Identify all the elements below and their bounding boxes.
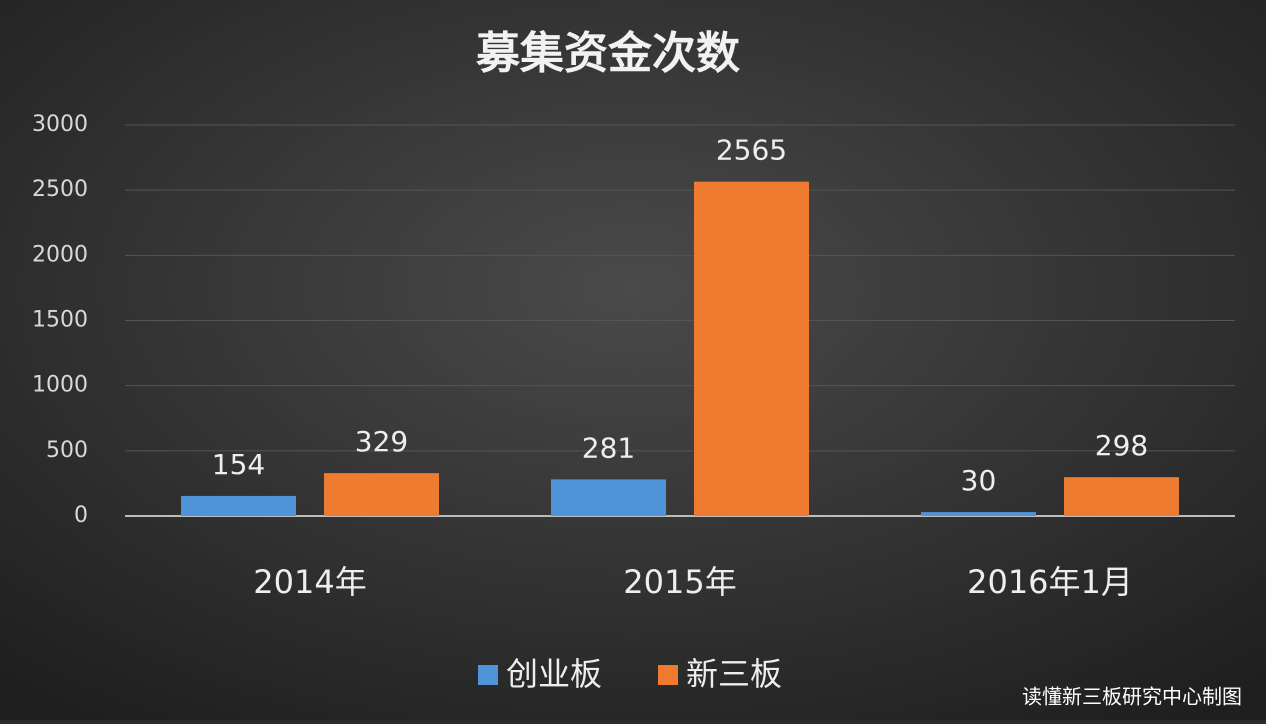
legend-label: 创业板 <box>506 655 602 693</box>
chart-title: 募集资金次数 <box>475 28 740 79</box>
bar <box>921 512 1036 516</box>
value-label: 154 <box>212 448 265 481</box>
bar <box>324 473 439 516</box>
x-tick-label: 2016年1月 <box>967 563 1133 601</box>
x-tick-label: 2015年 <box>623 563 736 601</box>
legend-swatch <box>478 665 498 685</box>
bar <box>551 479 666 516</box>
value-label: 30 <box>961 464 997 497</box>
value-label: 329 <box>355 425 408 458</box>
y-tick-label: 2500 <box>32 177 88 202</box>
bar <box>181 495 296 516</box>
y-tick-label: 500 <box>46 438 88 463</box>
y-tick-label: 3000 <box>32 112 88 137</box>
value-label: 298 <box>1095 429 1148 462</box>
y-tick-label: 0 <box>74 503 88 528</box>
y-tick-label: 1000 <box>32 373 88 398</box>
legend-label: 新三板 <box>686 655 782 693</box>
y-tick-label: 2000 <box>32 242 88 267</box>
value-label: 2565 <box>716 134 787 167</box>
legend-swatch <box>658 665 678 685</box>
bar <box>1064 477 1179 516</box>
bar <box>694 181 809 516</box>
x-tick-label: 2014年 <box>253 563 366 601</box>
value-label: 281 <box>582 431 635 464</box>
y-tick-label: 1500 <box>32 308 88 333</box>
source-note: 读懂新三板研究中心制图 <box>1022 685 1242 709</box>
